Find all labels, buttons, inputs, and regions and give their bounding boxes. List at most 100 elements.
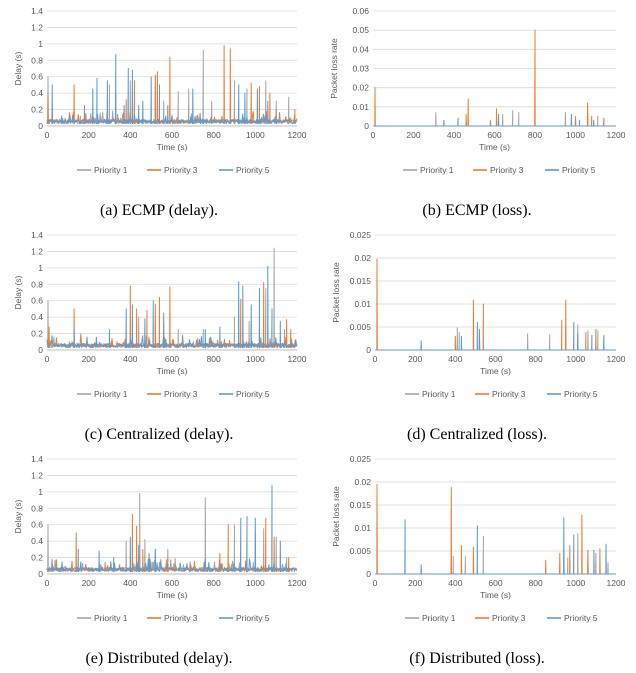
- x-tick-label: 0: [371, 130, 376, 140]
- y-tick-label: 0.01: [354, 523, 371, 533]
- caption-f: (f) Distributed (loss).: [409, 650, 545, 667]
- x-tick-label: 1200: [607, 130, 626, 140]
- y-tick-label: 1.2: [31, 22, 43, 32]
- y-tick-label: 1.4: [31, 454, 43, 464]
- x-tick-label: 800: [528, 130, 542, 140]
- series-line-priority-3: [375, 258, 616, 351]
- y-tick-label: 0.02: [352, 83, 369, 93]
- x-tick-label: 1000: [246, 130, 265, 140]
- y-tick-label: 1.2: [31, 470, 43, 480]
- x-tick-label: 200: [408, 578, 422, 588]
- x-tick-label: 400: [123, 578, 137, 588]
- legend-label: Priority 5: [236, 389, 270, 399]
- y-tick-label: 0.2: [31, 553, 43, 563]
- y-axis-label: Delay (s): [13, 51, 23, 85]
- y-tick-label: 1: [38, 487, 43, 497]
- caption-d: (d) Centralized (loss).: [407, 426, 547, 443]
- legend-label: Priority 3: [164, 165, 198, 175]
- y-tick-label: 0.05: [352, 25, 369, 35]
- x-tick-label: 1000: [246, 578, 265, 588]
- y-tick-label: 0.4: [31, 536, 43, 546]
- series-line-priority-1: [375, 533, 616, 575]
- y-tick-label: 0.015: [350, 276, 372, 286]
- caption-b: (b) ECMP (loss).: [422, 202, 532, 219]
- y-tick-label: 0.2: [31, 329, 43, 339]
- x-tick-label: 1200: [607, 578, 626, 588]
- x-tick-label: 400: [448, 578, 462, 588]
- x-tick-label: 400: [448, 354, 462, 364]
- caption-e: (e) Distributed (delay).: [85, 650, 233, 667]
- x-tick-label: 600: [488, 354, 502, 364]
- series-line-priority-5: [373, 114, 616, 127]
- legend-label: Priority 1: [420, 165, 454, 175]
- chart-panel-e: 0 0.2 0.4 0.6 0.8 1 1.2 1.4 0 200 400 600 800 1000 120…: [0, 448, 318, 633]
- chart-panel-a: 0 0.2 0.4 0.6 0.8 1 1.2 1.4 0 200 400 600 800 1000 120…: [0, 0, 318, 185]
- y-tick-label: 1.4: [31, 230, 43, 240]
- legend-label: Priority 5: [562, 165, 596, 175]
- y-tick-label: 1.2: [31, 246, 43, 256]
- y-tick-label: 0.02: [354, 477, 371, 487]
- y-axis-label: Delay (s): [13, 499, 23, 533]
- legend-label: Priority 1: [422, 613, 456, 623]
- x-tick-label: 0: [373, 578, 378, 588]
- y-tick-label: 1: [38, 39, 43, 49]
- x-tick-label: 200: [408, 354, 422, 364]
- y-tick-label: 0.005: [350, 322, 372, 332]
- y-axis-label: Delay (s): [13, 275, 23, 309]
- x-tick-label: 1000: [566, 578, 585, 588]
- y-tick-label: 0: [38, 121, 43, 131]
- y-tick-label: 0.03: [352, 64, 369, 74]
- x-tick-label: 0: [373, 354, 378, 364]
- x-tick-label: 800: [529, 578, 543, 588]
- y-tick-label: 1.4: [31, 6, 43, 16]
- y-tick-label: 0.6: [31, 296, 43, 306]
- x-tick-label: 1000: [246, 354, 265, 364]
- x-tick-label: 200: [406, 130, 420, 140]
- y-tick-label: 0.005: [350, 546, 372, 556]
- chart-b-svg: 0 0.01 0.02 0.03 0.04 0.05 0.06 0 200 400 600 800 10…: [329, 6, 626, 175]
- x-tick-label: 600: [165, 130, 179, 140]
- series-line-priority-3: [47, 513, 298, 572]
- x-axis-label: Time (s): [157, 366, 188, 376]
- legend-label: Priority 1: [94, 165, 128, 175]
- x-tick-label: 800: [207, 354, 221, 364]
- y-tick-label: 0.2: [31, 105, 43, 115]
- caption-a: (a) ECMP (delay).: [99, 202, 219, 219]
- caption-c: (c) Centralized (delay).: [84, 426, 234, 443]
- legend-label: Priority 5: [564, 389, 598, 399]
- x-tick-label: 200: [82, 578, 96, 588]
- x-tick-label: 1200: [288, 578, 307, 588]
- y-tick-label: 1: [38, 263, 43, 273]
- legend-label: Priority 3: [164, 613, 198, 623]
- y-tick-label: 0: [366, 345, 371, 355]
- series-line-priority-1: [375, 324, 616, 351]
- chart-f-svg: 0 0.005 0.01 0.015 0.02 0.025 0 200 400 600 800 100…: [331, 454, 626, 623]
- legend-label: Priority 5: [236, 165, 270, 175]
- x-tick-label: 1200: [607, 354, 626, 364]
- chart-c-svg: 0 0.2 0.4 0.6 0.8 1 1.2 1.4 0 200 400 600 800 1000 120…: [13, 230, 307, 399]
- x-tick-label: 1200: [288, 130, 307, 140]
- y-tick-label: 0: [38, 569, 43, 579]
- chart-d-svg: 0 0.005 0.01 0.015 0.02 0.025 0 200 400 600 800 100…: [331, 230, 626, 399]
- y-tick-label: 0.8: [31, 279, 43, 289]
- y-tick-label: 0.025: [350, 230, 372, 240]
- x-tick-label: 1200: [288, 354, 307, 364]
- x-tick-label: 600: [165, 578, 179, 588]
- x-axis-label: Time (s): [480, 590, 511, 600]
- chart-panel-d: 0 0.005 0.01 0.015 0.02 0.025 0 200 400 600 800 100…: [318, 224, 636, 409]
- y-axis-label: Packet loss rate: [329, 38, 339, 99]
- legend-label: Priority 3: [490, 165, 524, 175]
- chart-a-svg: 0 0.2 0.4 0.6 0.8 1 1.2 1.4 0 200 400 600 800 1000 120…: [13, 6, 307, 175]
- y-tick-label: 0.6: [31, 72, 43, 82]
- y-axis-label: Packet loss rate: [331, 486, 341, 547]
- x-tick-label: 1000: [566, 130, 585, 140]
- x-tick-label: 0: [45, 130, 50, 140]
- series-line-priority-5: [375, 321, 616, 351]
- legend-label: Priority 1: [422, 389, 456, 399]
- y-tick-label: 0.06: [352, 6, 369, 16]
- x-tick-label: 0: [45, 354, 50, 364]
- y-tick-label: 0.01: [352, 102, 369, 112]
- series-line-priority-5: [46, 54, 298, 124]
- y-tick-label: 0.025: [350, 454, 372, 464]
- x-tick-label: 800: [207, 578, 221, 588]
